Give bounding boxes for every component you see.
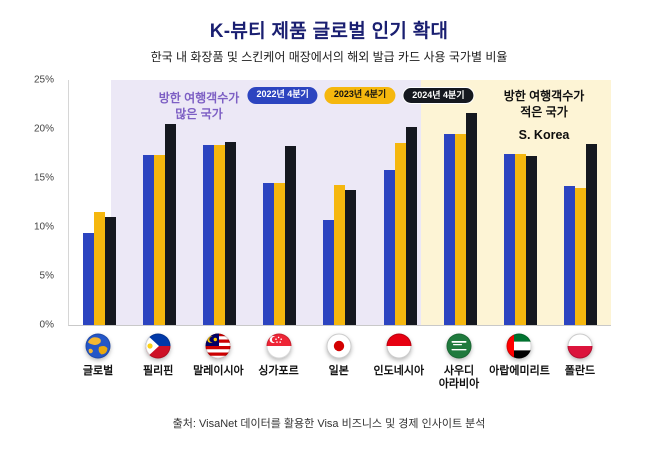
- bar-group: [370, 80, 430, 325]
- bar: [504, 153, 516, 325]
- bar: [443, 133, 455, 325]
- s-korea-label: S. Korea: [518, 128, 570, 142]
- saudi-arabia-flag-icon: [446, 333, 472, 359]
- bar-group: [310, 80, 370, 325]
- globe-flag-icon: [85, 333, 111, 359]
- bar-group: [551, 80, 611, 325]
- x-axis-label: 일본: [328, 365, 349, 377]
- y-axis: 0% 5% 10% 15% 20% 25%: [0, 75, 62, 331]
- bar: [465, 113, 477, 325]
- bar-group: [491, 80, 551, 325]
- plot-area: 2022년 4분기 2023년 4분기 2024년 4분기 방한 여행객수가 많은 …: [68, 80, 611, 326]
- bar: [383, 170, 395, 325]
- bar: [164, 124, 176, 325]
- bar-group: [250, 80, 310, 325]
- annotation-few-visitors: 방한 여행객수가 적은 국가: [503, 89, 585, 120]
- legend-item: 2022년 4분기: [247, 87, 318, 104]
- chart-title: K-뷰티 제품 글로벌 인기 확대: [209, 21, 449, 42]
- poland-flag-icon: [567, 333, 593, 359]
- bar-group: [430, 80, 490, 325]
- bar: [586, 143, 598, 325]
- uae-flag-icon: [506, 333, 532, 359]
- y-tick-label: 20%: [33, 123, 54, 135]
- x-axis-label: 아랍에미리트: [489, 365, 550, 377]
- x-axis-label: 인도네시아: [373, 365, 425, 377]
- x-axis-label: 글로벌: [82, 365, 114, 377]
- malaysia-flag-icon: [205, 333, 231, 359]
- source-text: 출처: VisaNet 데이터를 활용한 Visa 비즈니스 및 경제 인사이트…: [172, 418, 486, 430]
- x-axis-label: 말레이시아: [193, 365, 244, 377]
- y-tick-label: 25%: [33, 74, 54, 86]
- bar-group: [189, 80, 249, 325]
- legend-item: 2024년 4분기: [402, 87, 475, 104]
- bar: [285, 145, 297, 325]
- japan-flag-icon: [326, 333, 352, 359]
- x-axis-item: 인도네시아: [369, 333, 429, 391]
- x-axis-item: 일본: [309, 333, 369, 391]
- bar: [225, 141, 237, 325]
- bar: [405, 127, 417, 325]
- x-axis-item: 사우디 아라비아: [429, 333, 489, 391]
- x-axis: 글로벌 필리핀 말레이시아 싱가포르 일본 인도네시아 사우디 아라비아 아랍에미리트 폴란드: [68, 333, 610, 391]
- annotation-many-visitors: 방한 여행객수가 많은 국가: [158, 91, 240, 122]
- bar-group: [69, 80, 129, 325]
- y-tick-label: 10%: [33, 221, 54, 233]
- legend: 2022년 4분기 2023년 4분기 2024년 4분기: [247, 87, 475, 104]
- bar-groups: [69, 80, 611, 325]
- x-axis-label: 필리핀: [143, 365, 174, 377]
- bar: [323, 220, 335, 325]
- x-axis-item: 아랍에미리트: [489, 333, 550, 391]
- bar: [93, 212, 105, 325]
- bar: [526, 156, 538, 325]
- x-axis-item: 말레이시아: [188, 333, 248, 391]
- bar: [394, 142, 406, 325]
- bar: [203, 144, 215, 325]
- bar: [345, 189, 357, 325]
- bar: [575, 187, 587, 325]
- x-axis-label: 싱가포르: [258, 365, 299, 377]
- bar: [82, 232, 94, 325]
- bar: [142, 155, 154, 325]
- singapore-flag-icon: [266, 333, 292, 359]
- bar: [263, 182, 275, 325]
- chart-subtitle: 한국 내 화장품 및 스킨케어 매장에서의 해외 발급 카드 사용 국가별 비율: [150, 50, 508, 64]
- x-axis-label: 폴란드: [564, 365, 596, 377]
- bar-group: [129, 80, 189, 325]
- bar: [214, 144, 226, 325]
- philippines-flag-icon: [145, 333, 171, 359]
- indonesia-flag-icon: [386, 333, 412, 359]
- bar: [564, 185, 576, 325]
- bar: [454, 133, 466, 325]
- x-axis-item: 싱가포르: [248, 333, 308, 391]
- legend-item: 2023년 4분기: [324, 87, 396, 104]
- bar: [274, 182, 286, 325]
- x-axis-item: 폴란드: [550, 333, 610, 391]
- bar: [515, 153, 527, 325]
- y-tick-label: 15%: [33, 172, 54, 184]
- x-axis-label: 사우디 아라비아: [438, 365, 480, 391]
- bar: [334, 184, 346, 325]
- x-axis-item: 필리핀: [128, 333, 188, 391]
- bar: [104, 217, 116, 325]
- y-tick-label: 0%: [39, 319, 54, 331]
- bar: [153, 155, 165, 325]
- x-axis-item: 글로벌: [68, 333, 128, 391]
- y-tick-label: 5%: [39, 270, 54, 282]
